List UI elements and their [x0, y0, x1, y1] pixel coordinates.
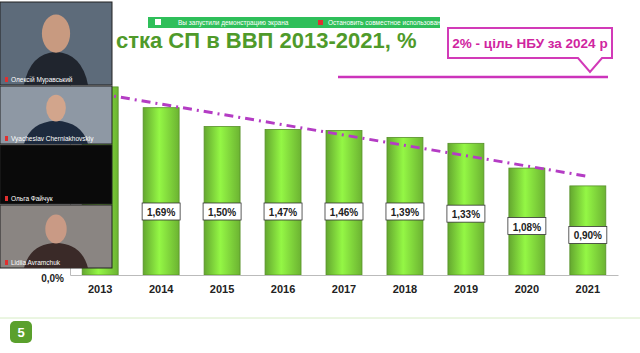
participant-name: Ольга Файчук	[11, 195, 53, 203]
x-tick: 2018	[393, 275, 417, 295]
screen-share-bar: Вы запустили демонстрацию экрана Останови…	[148, 17, 448, 28]
x-tick: 2019	[454, 275, 478, 295]
x-tick-label: 2014	[149, 283, 174, 295]
participant-tiles: Олексій Муравський Vyacheslav Cherniakhov…	[0, 2, 112, 268]
x-tick: 2017	[332, 275, 356, 295]
bar	[387, 137, 423, 275]
trend-line	[100, 94, 588, 177]
slide-number: 5	[17, 325, 24, 340]
x-tick: 2020	[515, 275, 539, 295]
data-label: 1,39%	[391, 207, 419, 218]
data-label: 1,08%	[513, 222, 541, 233]
mic-icon	[5, 136, 8, 141]
x-tick-label: 2016	[271, 283, 295, 295]
person-head	[42, 14, 70, 52]
data-label: 1,46%	[330, 207, 358, 218]
data-label: 1,47%	[269, 207, 297, 218]
x-tick: 2021	[576, 275, 600, 295]
slide: стка СП в ВВП 2013-2021, %20132014201520…	[0, 0, 640, 353]
data-label-box	[447, 205, 485, 222]
plot-area	[82, 87, 606, 275]
target-line	[338, 76, 608, 79]
data-label: 0,90%	[574, 230, 602, 241]
bar	[204, 127, 240, 276]
participant-tile: Ольга Файчук	[0, 145, 112, 204]
slide-number-box	[10, 321, 32, 343]
x-tick-label: 2020	[515, 283, 539, 295]
share-icon	[155, 19, 161, 25]
bar	[509, 168, 545, 275]
x-tick-label: 2017	[332, 283, 356, 295]
data-label-box	[142, 203, 180, 220]
mic-icon	[5, 196, 8, 201]
x-tick: 2015	[210, 275, 234, 295]
x-axis-line	[71, 275, 619, 276]
x-tick: 2013	[88, 275, 112, 295]
y-tick-label: 0,0%	[41, 273, 64, 284]
participant-name: Vyacheslav Cherniakhovskiy	[11, 135, 94, 143]
x-tick: 2014	[149, 275, 174, 295]
chart-title: стка СП в ВВП 2013-2021, %	[116, 28, 417, 53]
participant-name: Lidiia Avramchuk	[11, 259, 61, 266]
person-head	[46, 95, 66, 122]
data-labels: 1,69% 1,50% 1,47% 1,46% 1,39% 1,33% 1,08% 0,90%	[142, 203, 607, 243]
callout-text: 2% - ціль НБУ за 2024 р	[452, 36, 607, 51]
footer-line	[0, 318, 640, 319]
data-label: 1,33%	[452, 209, 480, 220]
data-label-box	[508, 218, 546, 235]
person-head	[45, 214, 66, 243]
x-tick-label: 2019	[454, 283, 478, 295]
mic-icon	[5, 77, 8, 82]
data-label-box	[264, 203, 302, 220]
mic-icon	[5, 260, 8, 265]
bar	[570, 186, 606, 275]
x-axis: 2013 2014 2015 2016 2017 2018 2019 2020 2021	[71, 275, 619, 295]
tile-bg	[0, 145, 112, 204]
tile-bg	[0, 205, 112, 268]
bar	[265, 129, 301, 275]
x-tick-label: 2015	[210, 283, 234, 295]
y-tick: 0,0%	[41, 273, 70, 284]
data-label-box	[203, 203, 241, 220]
data-label: 1,50%	[208, 207, 236, 218]
participant-tile: Олексій Муравський	[0, 2, 112, 85]
data-label-box	[325, 203, 363, 220]
tile-bg	[0, 2, 112, 85]
participant-name: Олексій Муравський	[11, 76, 73, 84]
stop-icon	[318, 20, 323, 25]
data-label-box	[569, 226, 607, 243]
x-tick-label: 2018	[393, 283, 417, 295]
bar	[143, 108, 179, 275]
data-label: 1,69%	[147, 207, 175, 218]
participant-tile: Vyacheslav Cherniakhovskiy	[0, 86, 112, 144]
bar	[448, 143, 484, 275]
x-tick: 2016	[271, 275, 295, 295]
participant-tile: Lidiia Avramchuk	[0, 205, 112, 268]
tile-bg	[0, 86, 112, 144]
x-tick-label: 2013	[88, 283, 112, 295]
data-label-box	[386, 203, 424, 220]
x-tick-label: 2021	[576, 283, 600, 295]
share-notice: Вы запустили демонстрацию экрана	[178, 19, 289, 27]
share-stop[interactable]: Остановить совместное использование	[328, 19, 448, 26]
callout-box	[448, 28, 612, 72]
